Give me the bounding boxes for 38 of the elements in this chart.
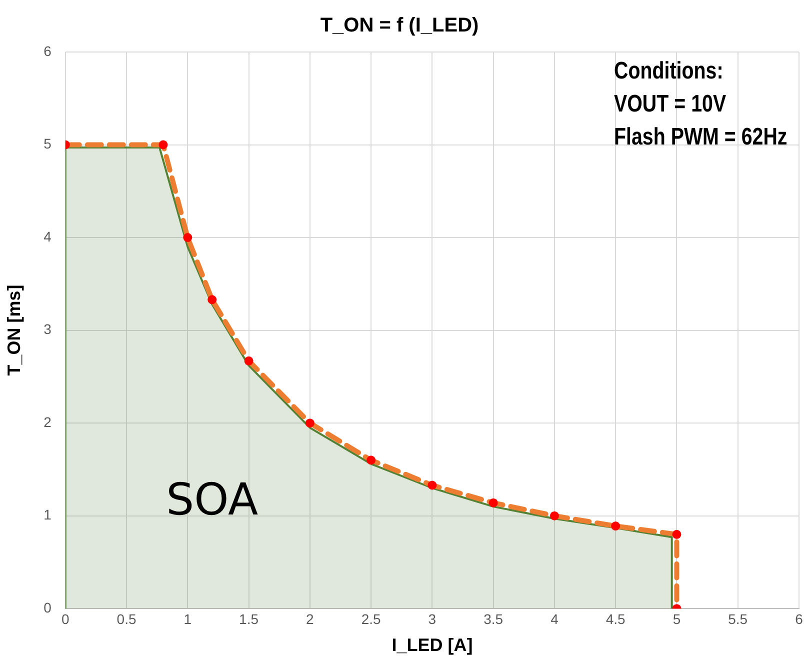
point xyxy=(158,140,168,150)
x-tick-label: 0 xyxy=(61,610,70,627)
point xyxy=(305,418,314,428)
annotation: SOA xyxy=(166,474,258,526)
x-axis-title: I_LED [A] xyxy=(392,635,473,656)
x-tick-label: 6 xyxy=(795,610,804,627)
point xyxy=(366,456,376,465)
x-tick-label: 2 xyxy=(306,610,314,627)
x-tick-label: 4.5 xyxy=(606,610,626,627)
y-tick-label: 2 xyxy=(44,414,52,430)
point xyxy=(488,498,498,508)
x-tick-label: 4 xyxy=(550,610,559,627)
annotation: Flash PWM = 62Hz xyxy=(614,122,788,150)
x-tick-label: 5.5 xyxy=(728,610,748,627)
y-tick-label: 4 xyxy=(44,228,52,244)
y-tick-label: 5 xyxy=(44,136,52,152)
point xyxy=(428,480,437,490)
y-tick-label: 0 xyxy=(44,599,52,616)
x-tick-label: 1.5 xyxy=(239,610,259,627)
annotation: VOUT = 10V xyxy=(614,90,726,118)
y-tick-label: 6 xyxy=(44,42,52,59)
annotation: Conditions: xyxy=(614,56,724,84)
point xyxy=(208,295,217,304)
y-tick-label: 1 xyxy=(44,506,52,523)
x-tick-label: 2.5 xyxy=(361,610,381,627)
point xyxy=(550,511,559,520)
point xyxy=(611,522,620,531)
x-tick-label: 1 xyxy=(184,610,192,627)
x-tick-label: 5 xyxy=(672,610,681,627)
y-tick-label: 3 xyxy=(44,321,52,338)
point xyxy=(244,356,254,366)
point xyxy=(183,233,192,242)
point xyxy=(672,530,682,539)
x-tick-label: 0.5 xyxy=(116,610,136,627)
chart-title: T_ON = f (I_LED) xyxy=(320,14,479,37)
x-tick-label: 3.5 xyxy=(484,610,504,627)
y-axis-title: T_ON [ms] xyxy=(4,284,24,376)
x-tick-label: 3 xyxy=(428,610,436,627)
